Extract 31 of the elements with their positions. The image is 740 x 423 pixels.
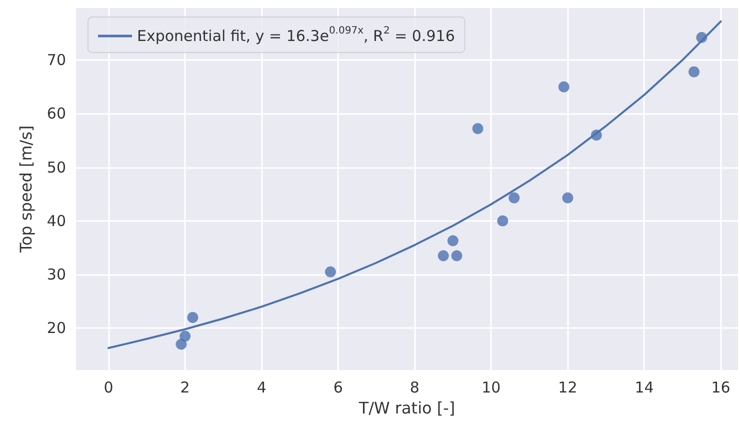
point: [497, 215, 508, 226]
point: [472, 123, 484, 134]
x-tick-label: 8: [410, 378, 420, 396]
point: [176, 338, 187, 350]
x-axis-title: T/W ratio [-]: [358, 398, 456, 418]
x-tick-label: 0: [104, 378, 114, 396]
line-series: [108, 20, 722, 350]
point: [187, 312, 198, 323]
x-tick-label: 6: [333, 378, 343, 396]
y-tick-label: 30: [46, 266, 66, 284]
y-tick-label: 20: [46, 319, 66, 338]
y-tick-label: 40: [46, 212, 66, 230]
point: [324, 266, 336, 278]
x-tick-label: 16: [711, 378, 730, 396]
x-tick-label: 10: [482, 378, 501, 396]
point: [447, 235, 458, 246]
point: [558, 81, 570, 92]
x-tick-label: 12: [558, 378, 578, 396]
y-tick-label: 50: [46, 158, 66, 176]
point: [451, 250, 462, 262]
y-tick-label: 60: [46, 104, 66, 123]
point: [438, 250, 449, 262]
point: [508, 192, 520, 204]
x-tick-label: 4: [256, 378, 266, 396]
y-axis-title: Top speed [m/s]: [16, 125, 36, 254]
y-tick-label: 70: [46, 51, 66, 70]
x-tick-label: 2: [180, 378, 190, 396]
point: [562, 192, 574, 204]
point: [180, 330, 191, 342]
x-tick-label: 14: [634, 378, 654, 396]
point: [688, 66, 700, 78]
